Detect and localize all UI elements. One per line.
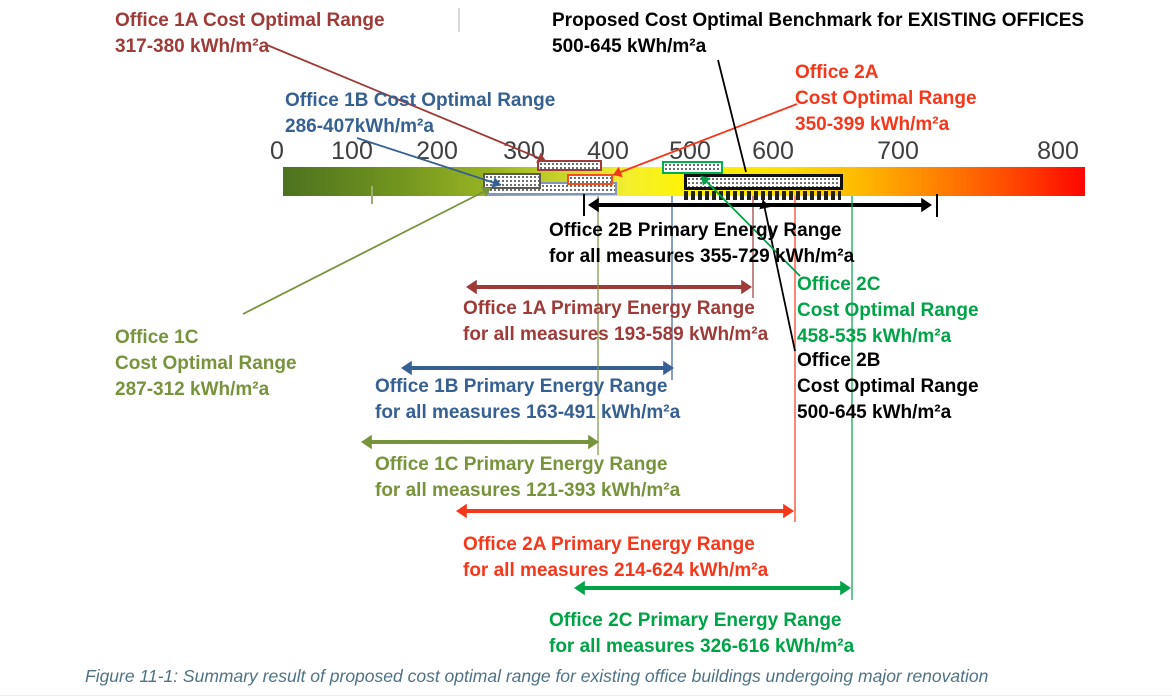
label-line: Office 2A — [795, 62, 879, 83]
label-office-1c-cost-optimal: Office 1C Cost Optimal Range 287-312 kWh… — [115, 325, 297, 403]
arrowhead-left-office-2b — [588, 197, 599, 213]
axis-tick-label: 0 — [270, 137, 284, 165]
leader-line-office-2b — [762, 199, 796, 352]
label-line: 500-645 kWh/m²a — [552, 36, 707, 57]
leader-arrowhead-office-2b — [759, 200, 771, 210]
cost-optimal-box-office-2b — [684, 174, 843, 190]
leader-arrowhead-office-1c — [481, 186, 491, 197]
label-office-1a-primary-energy: Office 1A Primary Energy Range for all m… — [463, 296, 768, 348]
label-office-2a-primary-energy: Office 2A Primary Energy Range for all m… — [463, 532, 768, 584]
axis-tick-label: 700 — [877, 137, 919, 165]
label-line: Office 2C Primary Energy Range — [549, 610, 842, 631]
page-rule — [0, 695, 1172, 696]
label-line: Office 1A Primary Energy Range — [463, 298, 755, 319]
label-office-1c-primary-energy: Office 1C Primary Energy Range for all m… — [375, 452, 680, 504]
label-office-1b-primary-energy: Office 1B Primary Energy Range for all m… — [375, 374, 680, 426]
arrowhead-right-office-2a — [783, 503, 794, 519]
label-line: Office 2A Primary Energy Range — [463, 534, 755, 555]
label-line: Office 1C — [115, 327, 199, 348]
label-line: Office 1B Cost Optimal Range — [285, 90, 556, 111]
label-line: Office 1A Cost Optimal Range — [115, 10, 385, 31]
label-line: for all measures 121-393 kWh/m²a — [375, 480, 681, 501]
arrowhead-left-office-1c — [361, 434, 372, 450]
label-line: 286-407kWh/m²a — [285, 116, 434, 137]
leader-arrowhead-office-1b — [491, 177, 501, 188]
cost-optimal-box-office-2c — [662, 161, 723, 174]
label-line: Cost Optimal Range — [797, 300, 979, 321]
label-line: Cost Optimal Range — [795, 88, 977, 109]
leader-line-office-2c — [700, 175, 801, 277]
label-line: 500-645 kWh/m²a — [797, 402, 952, 423]
label-line: Office 2C — [797, 274, 881, 295]
axis-tick-label: 400 — [587, 137, 629, 165]
label-proposed-benchmark: Proposed Cost Optimal Benchmark for EXIS… — [552, 8, 1084, 60]
label-line: for all measures 163-491 kWh/m²a — [375, 402, 681, 423]
figure-caption: Figure 11-1: Summary result of proposed … — [85, 666, 989, 686]
leader-line-office-1c — [242, 187, 492, 315]
label-office-2b-primary-energy: Office 2B Primary Energy Range for all m… — [549, 218, 854, 270]
arrowhead-left-office-2a — [456, 503, 467, 519]
arrowhead-right-office-1b — [663, 360, 674, 376]
label-line: 287-312 kWh/m²a — [115, 379, 270, 400]
label-office-2a-cost-optimal: Office 2A Cost Optimal Range 350-399 kWh… — [795, 60, 977, 138]
label-line: for all measures 326-616 kWh/m²a — [549, 636, 855, 657]
label-line: 458-535 kWh/m²a — [797, 326, 952, 347]
label-line: Office 2B — [797, 350, 881, 371]
label-line: Cost Optimal Range — [115, 353, 297, 374]
leader-line-office-1b — [356, 137, 502, 186]
arrowhead-right-office-2b — [921, 197, 932, 213]
label-line: Office 1C Primary Energy Range — [375, 454, 668, 475]
axis-tick-label: 800 — [1037, 137, 1079, 165]
arrowhead-right-office-1a — [741, 279, 752, 295]
arrowhead-left-office-1b — [401, 360, 412, 376]
leader-arrowhead-office-2c — [701, 176, 711, 186]
label-line: Office 1B Primary Energy Range — [375, 376, 668, 397]
cost-optimal-box-office-2a — [567, 174, 613, 185]
axis-tick-label: 100 — [331, 137, 373, 165]
arrowhead-left-office-1a — [466, 279, 477, 295]
leader-arrowhead-office-2a — [613, 166, 623, 178]
label-line: 317-380 kWh/m²a — [115, 36, 270, 57]
label-line: for all measures 193-589 kWh/m²a — [463, 324, 769, 345]
arrowhead-left-office-2c — [574, 580, 585, 596]
label-line: Proposed Cost Optimal Benchmark for EXIS… — [552, 10, 1085, 31]
benchmark-range-strip — [684, 191, 841, 200]
label-office-2c-primary-energy: Office 2C Primary Energy Range for all m… — [549, 608, 854, 660]
label-office-2b-cost-optimal: Office 2B Cost Optimal Range 500-645 kWh… — [797, 348, 979, 426]
arrowhead-right-office-2c — [840, 580, 851, 596]
arrowhead-right-office-1c — [588, 434, 599, 450]
label-office-1a-cost-optimal: Office 1A Cost Optimal Range 317-380 kWh… — [115, 8, 385, 60]
label-office-1b-cost-optimal: Office 1B Cost Optimal Range 286-407kWh/… — [285, 88, 555, 140]
label-line: 350-399 kWh/m²a — [795, 114, 950, 135]
label-line: Cost Optimal Range — [797, 376, 979, 397]
leader-line-office-2a — [612, 103, 798, 176]
leader-line-office-1a — [266, 44, 547, 162]
label-office-2c-cost-optimal: Office 2C Cost Optimal Range 458-535 kWh… — [797, 272, 979, 350]
label-line: for all measures 355-729 kWh/m²a — [549, 246, 855, 267]
leader-line-benchmark — [717, 59, 747, 173]
axis-tick-label: 600 — [752, 137, 794, 165]
label-line: Office 2B Primary Energy Range — [549, 220, 842, 241]
leader-arrowhead-office-1a — [536, 152, 546, 163]
cost-optimal-box-office-1a — [537, 160, 602, 171]
label-line: for all measures 214-624 kWh/m²a — [463, 560, 769, 581]
